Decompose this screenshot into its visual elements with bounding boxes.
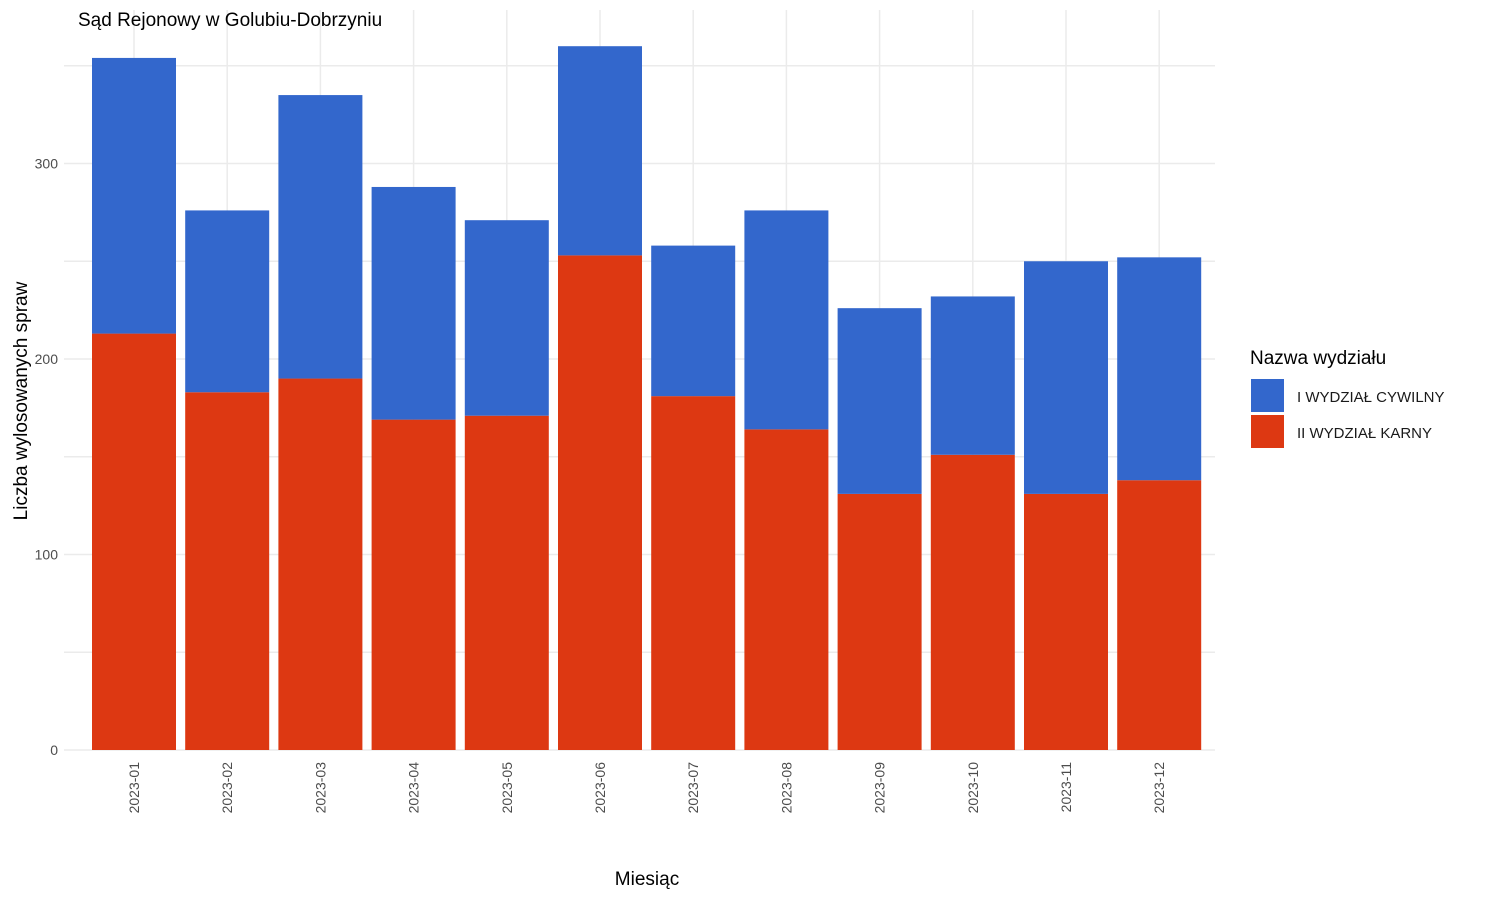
bar-karny-2023-12 xyxy=(1117,480,1202,750)
x-tick-label: 2023-03 xyxy=(312,762,328,814)
bar-cywilny-2023-02 xyxy=(185,210,270,393)
bar-cywilny-2023-07 xyxy=(651,245,736,397)
legend-swatch-cywilny xyxy=(1251,379,1284,412)
y-axis-title: Liczba wylosowanych spraw xyxy=(11,281,32,520)
bar-karny-2023-04 xyxy=(371,419,456,750)
bar-karny-2023-11 xyxy=(1024,493,1108,750)
bar-cywilny-2023-04 xyxy=(371,186,456,420)
bar-cywilny-2023-10 xyxy=(930,296,1015,455)
x-tick-label: 2023-11 xyxy=(1058,762,1074,813)
bar-karny-2023-07 xyxy=(651,396,736,750)
bar-karny-2023-10 xyxy=(930,454,1015,750)
y-tick-label: 200 xyxy=(35,351,59,367)
x-tick-label: 2023-07 xyxy=(685,762,701,814)
x-tick-label: 2023-02 xyxy=(219,762,235,814)
bar-cywilny-2023-03 xyxy=(278,95,363,379)
bar-karny-2023-05 xyxy=(464,415,549,750)
bar-cywilny-2023-08 xyxy=(744,210,829,430)
bar-cywilny-2023-01 xyxy=(92,57,176,334)
x-axis-title: Miesiąc xyxy=(615,869,679,890)
bar-karny-2023-03 xyxy=(278,378,363,750)
y-tick-label: 300 xyxy=(35,156,59,172)
x-tick-label: 2023-04 xyxy=(406,762,422,814)
bar-cywilny-2023-09 xyxy=(837,308,922,494)
x-tick-label: 2023-01 xyxy=(126,762,142,814)
legend-title: Nazwa wydziału xyxy=(1250,348,1386,369)
bar-karny-2023-01 xyxy=(92,333,176,750)
chart-title: Sąd Rejonowy w Golubiu-Dobrzyniu xyxy=(78,10,382,31)
bar-cywilny-2023-12 xyxy=(1117,257,1202,481)
legend-label-cywilny: I WYDZIAŁ CYWILNY xyxy=(1297,389,1445,406)
x-tick-label: 2023-10 xyxy=(965,762,981,814)
y-ticks: 0 100 200 300 xyxy=(35,156,59,759)
x-tick-label: 2023-12 xyxy=(1151,762,1167,814)
x-tick-label: 2023-08 xyxy=(778,762,794,814)
bar-karny-2023-06 xyxy=(558,255,642,750)
bars-layer xyxy=(92,46,1202,750)
legend: Nazwa wydziału I WYDZIAŁ CYWILNY II WYDZ… xyxy=(1250,348,1445,448)
x-tick-label: 2023-09 xyxy=(872,762,888,814)
bar-cywilny-2023-11 xyxy=(1024,261,1108,494)
bar-cywilny-2023-05 xyxy=(464,220,549,416)
legend-label-karny: II WYDZIAŁ KARNY xyxy=(1297,425,1432,442)
bar-cywilny-2023-06 xyxy=(558,46,642,256)
y-tick-label: 0 xyxy=(50,742,58,758)
x-tick-label: 2023-06 xyxy=(592,762,608,814)
bar-karny-2023-02 xyxy=(185,392,270,750)
bar-karny-2023-09 xyxy=(837,493,922,750)
x-ticks: 2023-01 2023-02 2023-03 2023-04 2023-05 2023-… xyxy=(126,762,1167,814)
legend-swatch-karny xyxy=(1251,415,1284,448)
y-tick-label: 100 xyxy=(35,547,59,563)
bar-karny-2023-08 xyxy=(744,429,829,750)
x-tick-label: 2023-05 xyxy=(499,762,515,814)
